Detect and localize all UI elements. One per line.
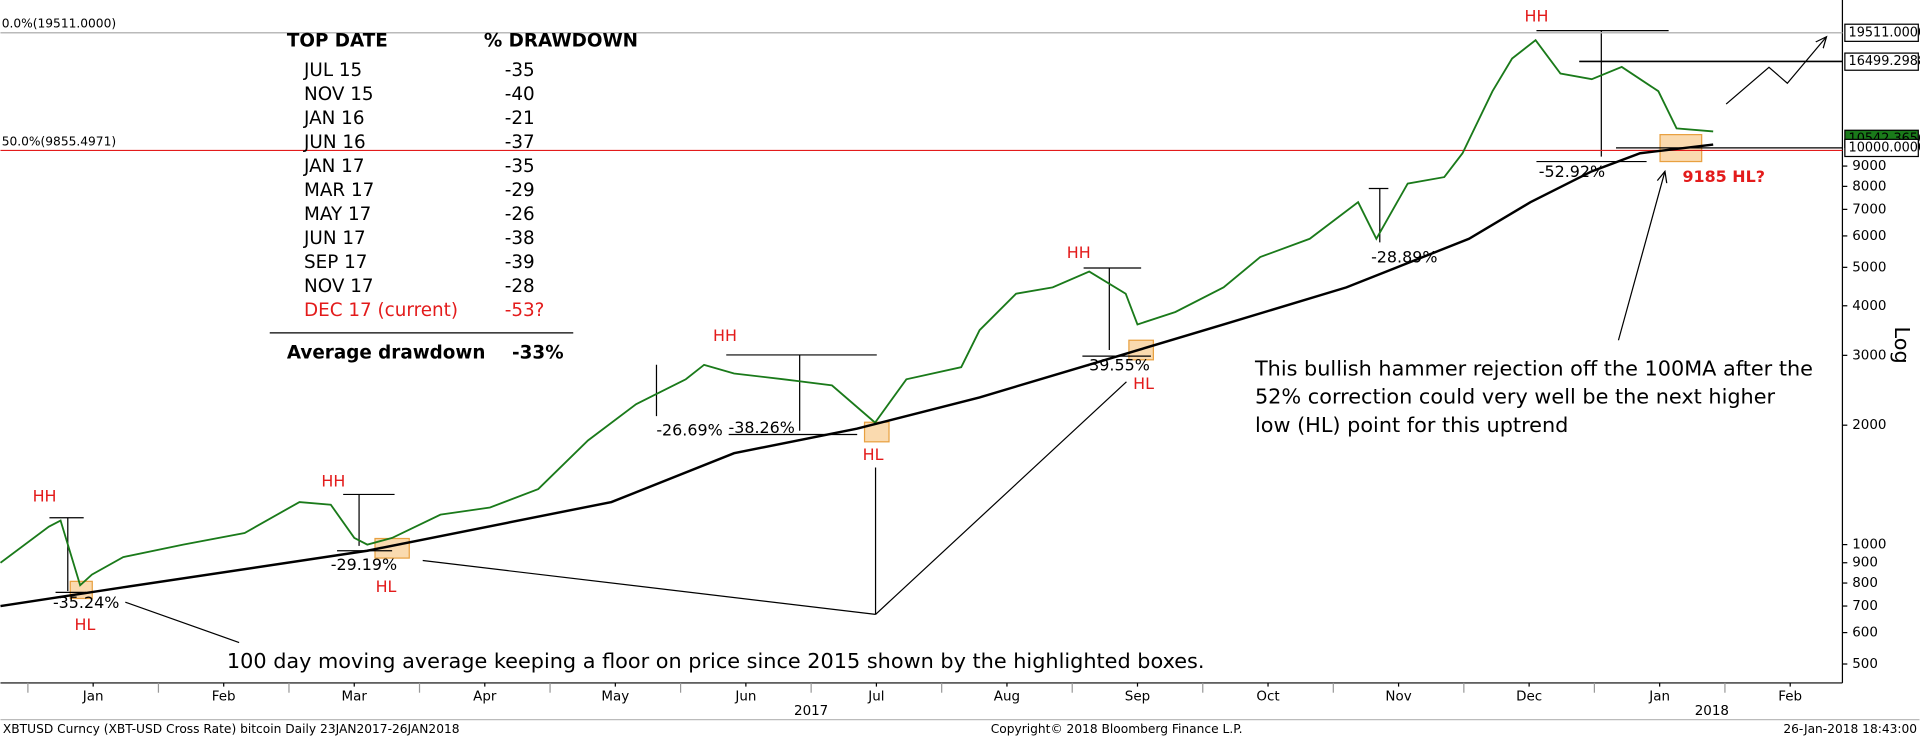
trend-arrow [1725, 37, 1826, 105]
note-text: low (HL) point for this uptrend [1255, 413, 1568, 437]
table-date: JAN 16 [303, 108, 365, 129]
hh-label: HH [1067, 243, 1091, 262]
drawdown-label: -28.89% [1371, 248, 1437, 267]
y-tick-label: 7000 [1852, 202, 1886, 217]
price-label: 16499.2988 [1849, 54, 1920, 69]
y-tick-label: 8000 [1852, 179, 1886, 194]
note-text: 52% correction could very well be the ne… [1255, 385, 1776, 409]
hl-label: HL [1133, 374, 1154, 393]
table-date: MAY 17 [304, 204, 371, 225]
x-tick-label: Jul [867, 689, 884, 704]
hh-label: HH [321, 472, 345, 491]
arrow [125, 171, 1665, 644]
y-tick-label: 700 [1852, 599, 1878, 614]
table-header: TOP DATE [287, 31, 388, 52]
table-summary: Average drawdown [287, 343, 486, 364]
table-date: DEC 17 (current) [304, 300, 458, 321]
x-tick-label: Feb [1778, 689, 1802, 704]
drawdown-label: -29.19% [331, 555, 397, 574]
drawdown-label: -52.92% [1539, 162, 1605, 181]
x-tick-label: Apr [473, 689, 497, 704]
table-date: JUN 17 [303, 228, 366, 249]
table-drawdown: -53? [505, 300, 545, 321]
table-drawdown: -21 [505, 108, 535, 129]
table-date: SEP 17 [304, 252, 367, 273]
hh-label: HH [33, 486, 57, 505]
footer-source: XBTUSD Curncy (XBT-USD Cross Rate) bitco… [3, 722, 460, 736]
y-tick-label: 500 [1852, 657, 1878, 672]
y-tick-label: 5000 [1852, 260, 1886, 275]
table-drawdown: -35 [505, 156, 535, 177]
table-date: MAR 17 [304, 180, 374, 201]
y-tick-label: 9000 [1852, 159, 1886, 174]
table-date: JAN 17 [303, 156, 365, 177]
hh-label: HH [713, 326, 737, 345]
series-line [0, 143, 1714, 608]
table-date: JUL 15 [303, 60, 362, 81]
table-drawdown: -38 [505, 228, 535, 249]
table-drawdown: -35 [505, 60, 535, 81]
table-date: JUN 16 [303, 132, 366, 153]
table-date: NOV 17 [304, 276, 374, 297]
fib-label: 0.0%(19511.0000) [2, 17, 116, 31]
y-axis-label: Log [1890, 327, 1914, 364]
year-label: 2018 [1695, 704, 1729, 719]
y-tick-label: 4000 [1852, 299, 1886, 314]
x-tick-label: Jun [734, 689, 756, 704]
y-tick-label: 600 [1852, 626, 1878, 641]
table-drawdown: -28 [505, 276, 535, 297]
x-tick-label: May [601, 689, 629, 704]
footer-timestamp: 26-Jan-2018 18:43:00 [1783, 722, 1917, 736]
price-box [1844, 23, 1919, 42]
x-tick-label: Jan [1648, 689, 1670, 704]
hl-label: HL [75, 615, 96, 634]
price-box [1844, 52, 1919, 71]
y-tick-label: 6000 [1852, 229, 1886, 244]
table-date: NOV 15 [304, 84, 374, 105]
highlight-box [863, 421, 890, 443]
table-summary: -33% [512, 343, 564, 364]
y-tick-label: 800 [1852, 576, 1878, 591]
note-text: 100 day moving average keeping a floor o… [227, 649, 1205, 673]
x-tick-label: Nov [1385, 689, 1411, 704]
year-label: 2017 [794, 704, 828, 719]
hl-label: HL [376, 577, 397, 596]
table-drawdown: -29 [505, 180, 535, 201]
x-tick-label: Aug [994, 689, 1020, 704]
x-tick-label: Feb [212, 689, 236, 704]
x-tick-label: Dec [1516, 689, 1542, 704]
price-label: 10000.0000 [1849, 140, 1920, 155]
y-tick-label: 1000 [1852, 538, 1886, 553]
x-tick-label: Oct [1256, 689, 1279, 704]
drawdown-bracket [49, 517, 87, 593]
fib-label: 50.0%(9855.4971) [2, 134, 116, 148]
x-tick-label: Sep [1125, 689, 1150, 704]
table-drawdown: -37 [505, 132, 535, 153]
table-drawdown: -39 [505, 252, 535, 273]
y-tick-label: 900 [1852, 556, 1878, 571]
series-line [0, 38, 1714, 587]
table-drawdown: -26 [505, 204, 535, 225]
drawdown-label: -39.55% [1083, 355, 1149, 374]
drawdown-bracket [655, 354, 877, 436]
table-drawdown: -40 [505, 84, 535, 105]
x-tick-label: Jan [82, 689, 104, 704]
table-header: % DRAWDOWN [484, 31, 638, 52]
note-text: This bullish hammer rejection off the 10… [1254, 357, 1813, 381]
price-box [1844, 138, 1919, 158]
drawdown-label: -35.24% [53, 593, 119, 612]
hl-label: 9185 HL? [1682, 167, 1764, 186]
drawdown-label: -38.26% [729, 418, 795, 437]
y-tick-label: 2000 [1852, 418, 1886, 433]
y-tick-label: 3000 [1852, 348, 1886, 363]
hh-label: HH [1524, 7, 1548, 26]
x-tick-label: Mar [342, 689, 368, 704]
drawdown-label: -26.69% [656, 420, 722, 439]
footer-copyright: Copyright© 2018 Bloomberg Finance L.P. [991, 722, 1243, 736]
price-label: 19511.0000 [1849, 25, 1920, 40]
hl-label: HL [863, 445, 884, 464]
